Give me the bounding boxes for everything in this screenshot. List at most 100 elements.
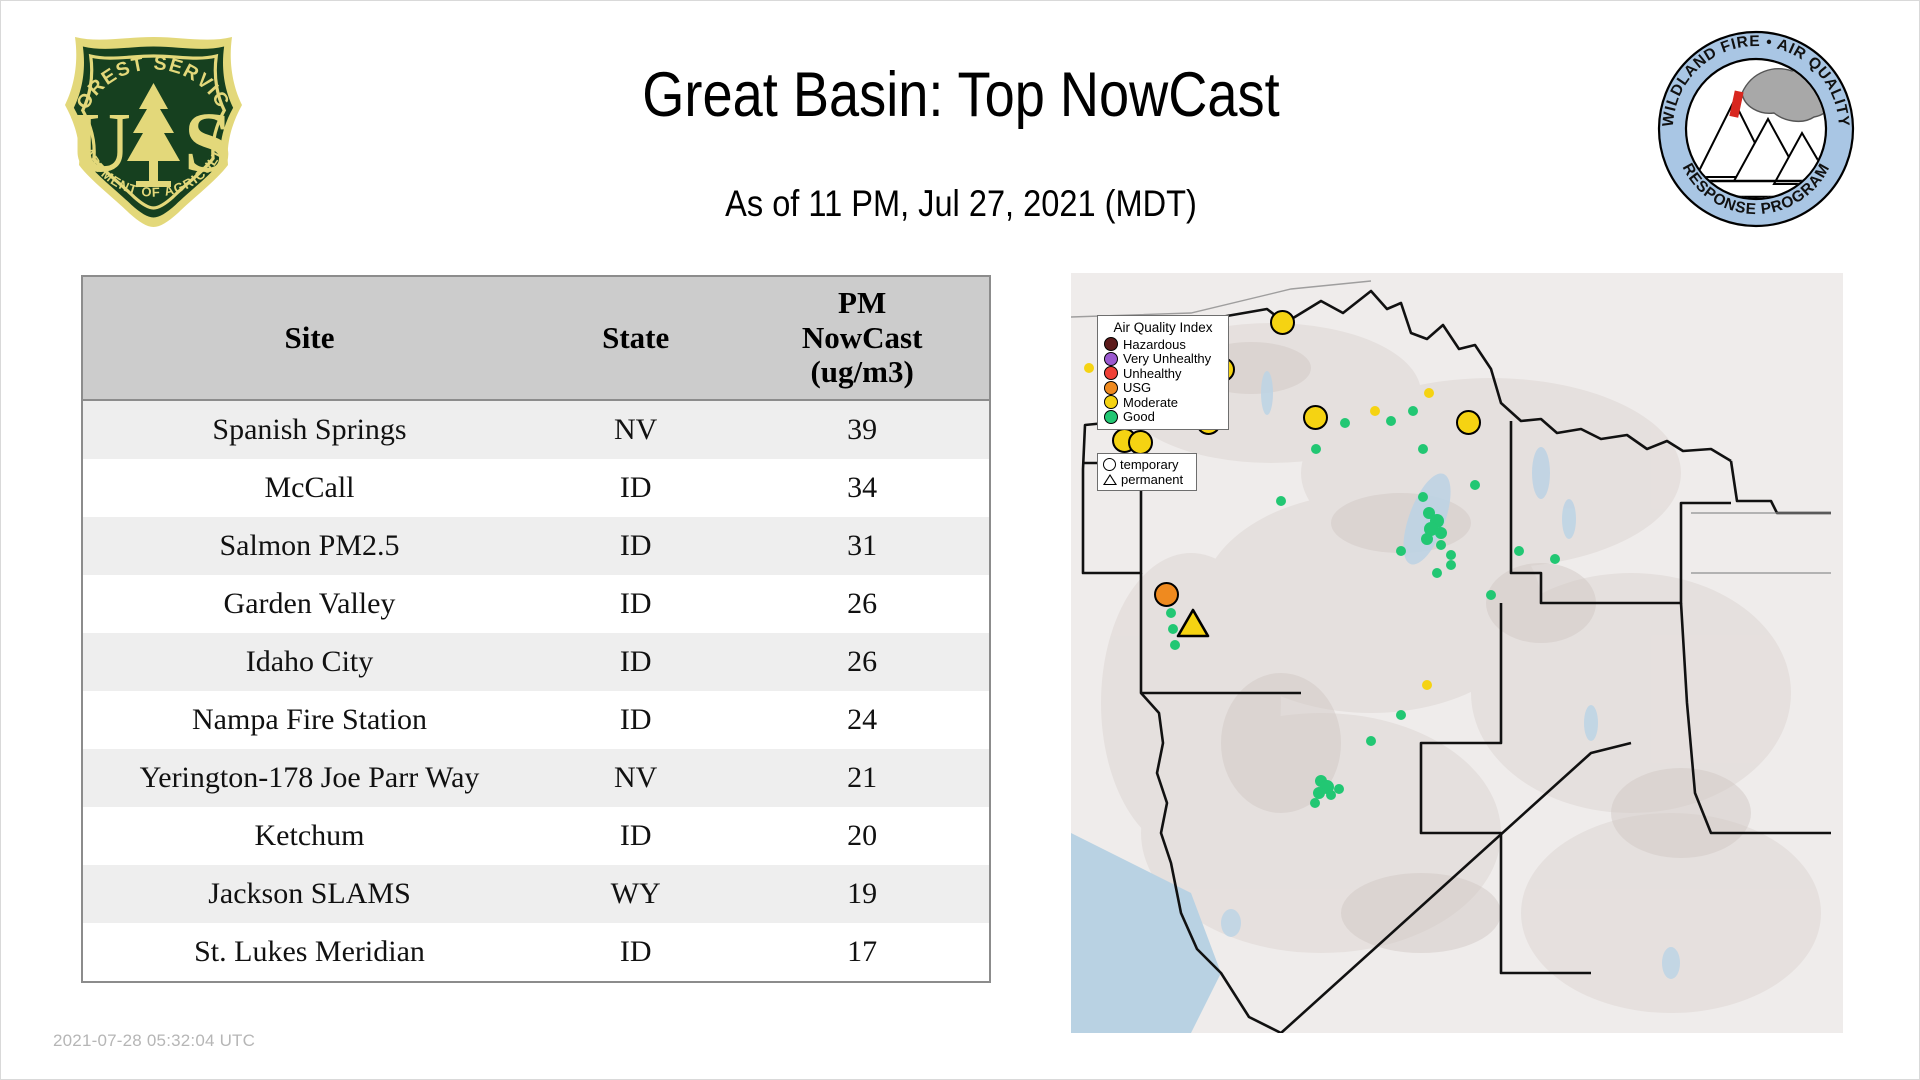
monitor-dot[interactable]	[1396, 710, 1406, 720]
column-header-state: State	[536, 277, 736, 401]
monitor-dot[interactable]	[1340, 418, 1350, 428]
flame-icon	[1729, 90, 1744, 118]
cell-value: 19	[847, 877, 878, 910]
cell-value: 20	[847, 819, 878, 852]
table-row: Jackson SLAMS WY 19	[83, 865, 989, 923]
monitor-dot[interactable]	[1421, 533, 1433, 545]
top-nowcast-table: Site State PM NowCast (ug/m3) Spanish Sp…	[81, 275, 991, 983]
monitor-dot[interactable]	[1168, 624, 1178, 634]
cell-site: Nampa Fire Station	[192, 703, 427, 736]
air-quality-map[interactable]: Air Quality Index Hazardous Very Unhealt…	[1071, 273, 1843, 1033]
monitor-dot[interactable]	[1424, 388, 1434, 398]
monitor-dot[interactable]	[1166, 608, 1176, 618]
page-title: Great Basin: Top NowCast	[642, 60, 1280, 130]
monitor-dot[interactable]	[1334, 784, 1344, 794]
monitor-dot[interactable]	[1446, 560, 1456, 570]
monitor-dot[interactable]	[1514, 546, 1524, 556]
column-header-pm-nowcast: PM NowCast (ug/m3)	[735, 277, 989, 401]
monitor-dot[interactable]	[1446, 550, 1456, 560]
cell-value: 34	[847, 471, 878, 504]
cell-site: Yerington-178 Joe Parr Way	[139, 761, 480, 794]
monitor-dot[interactable]	[1154, 582, 1180, 608]
legend-label-permanent: permanent	[1121, 472, 1184, 487]
triangle-icon	[1103, 474, 1117, 485]
permanent-monitor-marker[interactable]	[1176, 606, 1210, 640]
monitor-type-legend: temporary permanent	[1097, 453, 1197, 491]
aqi-swatch-very-unhealthy	[1104, 351, 1118, 366]
cell-value: 26	[847, 645, 878, 678]
table-row: St. Lukes Meridian ID 17	[83, 923, 989, 981]
cell-site: Salmon PM2.5	[219, 529, 400, 562]
table-row: Nampa Fire Station ID 24	[83, 691, 989, 749]
table-row: Spanish Springs NV 39	[83, 400, 989, 459]
cell-state: WY	[610, 877, 661, 910]
legend-label-temporary: temporary	[1120, 457, 1179, 472]
table-row: Idaho City ID 26	[83, 633, 989, 691]
monitor-dot[interactable]	[1486, 590, 1496, 600]
monitor-dot[interactable]	[1370, 406, 1380, 416]
monitor-dot[interactable]	[1326, 790, 1336, 800]
pacific-ocean	[1071, 833, 1221, 1033]
aqi-legend-item-unhealthy: Unhealthy	[1104, 366, 1222, 381]
page-subtitle: As of 11 PM, Jul 27, 2021 (MDT)	[725, 183, 1197, 224]
aqi-legend-title: Air Quality Index	[1113, 320, 1213, 335]
monitor-dot[interactable]	[1270, 310, 1296, 336]
cell-state: ID	[619, 935, 652, 968]
monitor-dot[interactable]	[1084, 363, 1094, 373]
circle-icon	[1103, 458, 1116, 471]
column-header-line-2: NowCast	[801, 319, 923, 355]
table-row: McCall ID 34	[83, 459, 989, 517]
monitor-dot[interactable]	[1276, 496, 1286, 506]
table-body: Spanish Springs NV 39 McCall ID 34 Salmo…	[83, 400, 989, 981]
usfs-shield-logo: FOREST SERVICE U S DEPARTMENT OF AGRICUL…	[49, 14, 251, 231]
aqi-swatch-moderate	[1104, 395, 1118, 410]
aqi-legend-item-usg: USG	[1104, 380, 1222, 396]
monitor-dot[interactable]	[1386, 416, 1396, 426]
wfaqrp-logo: WILDLAND FIRE • AIR QUALITY RESPONSE PRO…	[1656, 29, 1856, 229]
monitor-dot[interactable]	[1396, 546, 1406, 556]
aqi-legend-item-very-unhealthy: Very Unhealthy	[1104, 351, 1222, 367]
generation-timestamp: 2021-07-28 05:32:04 UTC	[53, 1031, 256, 1050]
cell-state: ID	[619, 587, 652, 620]
cell-site: Idaho City	[245, 645, 374, 678]
monitor-dot[interactable]	[1170, 640, 1180, 650]
aqi-label-moderate: Moderate	[1123, 394, 1178, 410]
monitor-dot[interactable]	[1313, 787, 1325, 799]
cell-state: NV	[613, 761, 658, 794]
monitor-dot[interactable]	[1310, 798, 1320, 808]
monitor-dot[interactable]	[1424, 522, 1438, 536]
monitor-dot[interactable]	[1128, 430, 1154, 456]
monitor-dot[interactable]	[1418, 492, 1428, 502]
monitor-dot[interactable]	[1303, 405, 1329, 431]
cell-state: NV	[613, 413, 658, 446]
monitor-dot[interactable]	[1436, 540, 1446, 550]
cell-value: 31	[847, 529, 878, 562]
monitor-dot[interactable]	[1408, 406, 1418, 416]
table-row: Garden Valley ID 26	[83, 575, 989, 633]
column-header-line-1: PM	[838, 284, 887, 320]
monitor-dot[interactable]	[1366, 736, 1376, 746]
cell-state: ID	[619, 645, 652, 678]
monitor-dot[interactable]	[1422, 680, 1432, 690]
monitor-dot[interactable]	[1311, 444, 1321, 454]
aqi-label-hazardous: Hazardous	[1123, 336, 1186, 352]
lakes	[1221, 371, 1680, 979]
cell-site: Jackson SLAMS	[208, 877, 411, 910]
monitor-dot[interactable]	[1435, 527, 1447, 539]
table-row: Salmon PM2.5 ID 31	[83, 517, 989, 575]
cell-site: Spanish Springs	[212, 413, 407, 446]
monitor-dot[interactable]	[1456, 410, 1482, 436]
table-header-row: Site State PM NowCast (ug/m3)	[83, 277, 989, 401]
monitor-dot[interactable]	[1418, 444, 1428, 454]
usfs-letter-s: S	[184, 94, 232, 190]
map-basemap	[1071, 273, 1843, 1033]
monitor-dot[interactable]	[1550, 554, 1560, 564]
aqi-legend-item-hazardous: Hazardous	[1104, 337, 1222, 352]
cell-value: 26	[847, 587, 878, 620]
table-row: Ketchum ID 20	[83, 807, 989, 865]
monitor-dot[interactable]	[1470, 480, 1480, 490]
cell-state: ID	[619, 529, 652, 562]
cell-value: 17	[847, 935, 878, 968]
monitor-dot[interactable]	[1432, 568, 1442, 578]
pine-tree-icon	[127, 83, 180, 187]
